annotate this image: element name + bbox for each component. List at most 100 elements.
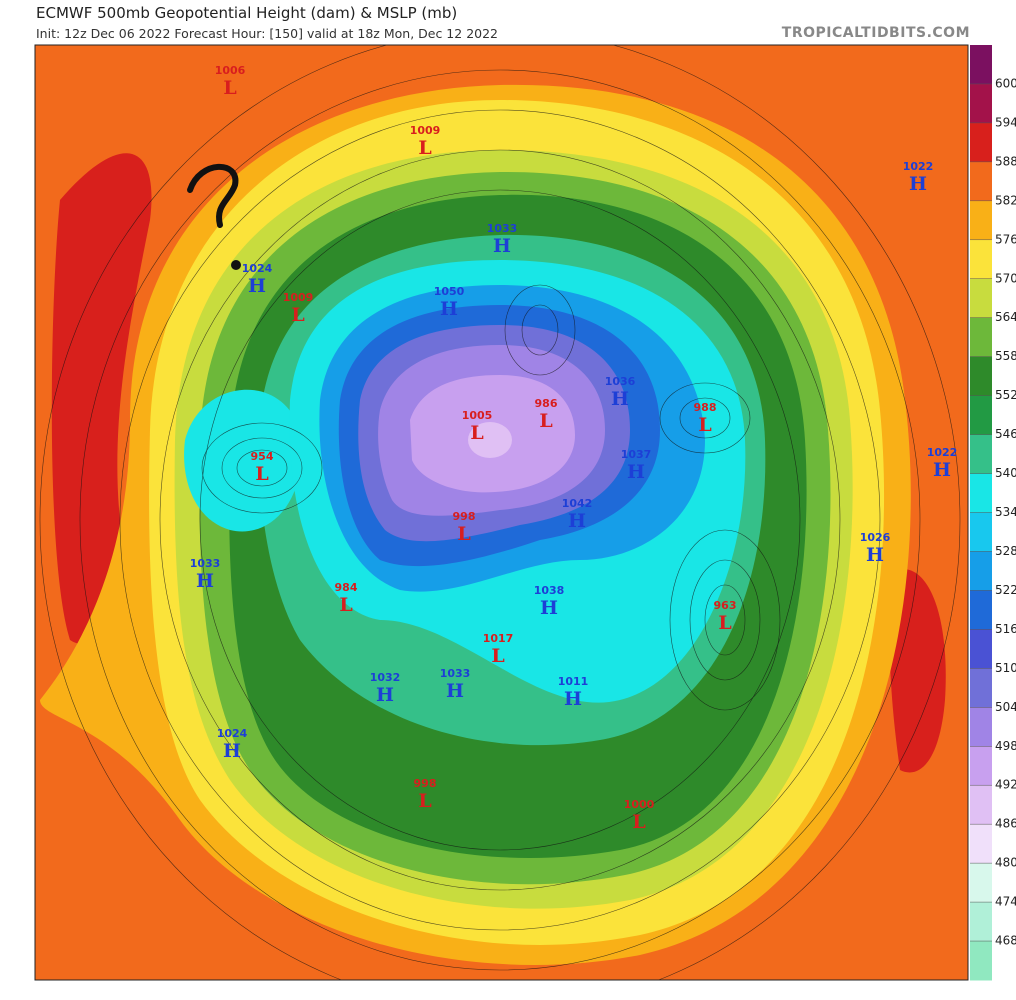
system-pressure: 986 <box>535 397 558 410</box>
system-letter: L <box>339 594 352 616</box>
colorbar-band <box>970 668 992 708</box>
colorbar-band <box>970 434 992 475</box>
colorbar-band <box>970 707 992 747</box>
colorbar-label: 486 <box>995 817 1016 831</box>
colorbar-label: 474 <box>995 895 1016 909</box>
system-pressure: 1033 <box>440 667 471 680</box>
system-pressure: 998 <box>453 510 476 523</box>
system-pressure: 1024 <box>242 262 273 275</box>
system-pressure: 1032 <box>370 671 401 684</box>
system-pressure: 1017 <box>483 632 514 645</box>
system-letter: H <box>376 684 394 706</box>
system-pressure: 1009 <box>410 124 441 137</box>
system-letter: L <box>418 790 431 812</box>
colorbar: 600 594 588 582 576 570 564 558 552 546 540 534 528 5… <box>970 45 1016 981</box>
colorbar-label: 498 <box>995 739 1016 753</box>
colorbar-label: 558 <box>995 349 1016 363</box>
system-letter: H <box>611 388 629 410</box>
colorbar-band <box>970 395 992 436</box>
colorbar-label: 564 <box>995 310 1016 324</box>
colorbar-label: 588 <box>995 154 1016 168</box>
map-border <box>34 44 969 981</box>
colorbar-label: 522 <box>995 583 1016 597</box>
system-pressure: 1006 <box>215 64 246 77</box>
colorbar-band <box>970 785 992 825</box>
system-letter: L <box>539 410 552 432</box>
system-letter: H <box>909 173 927 195</box>
colorbar-label: 546 <box>995 427 1016 441</box>
system-letter: H <box>540 597 558 619</box>
isobars <box>39 45 961 980</box>
system-pressure: 1037 <box>621 448 652 461</box>
colorbar-label: 540 <box>995 466 1016 480</box>
pressure-systems: 1006L1009L1022H1033H1024H1009L1050H986L1… <box>190 64 958 833</box>
colorbar-band <box>970 590 992 630</box>
system-pressure: 988 <box>694 401 717 414</box>
colorbar-band <box>970 941 992 981</box>
colorbar-band <box>970 317 992 358</box>
height-field <box>35 45 968 980</box>
colorbar-band <box>970 824 992 864</box>
map-title: ECMWF 500mb Geopotential Height (dam) & … <box>36 4 458 22</box>
system-pressure: 1022 <box>903 160 934 173</box>
colorbar-band <box>970 512 992 552</box>
annotation-mark <box>187 163 239 228</box>
colorbar-band <box>970 551 992 591</box>
system-letter: L <box>457 523 470 545</box>
system-letter: L <box>698 414 711 436</box>
colorbar-label: 516 <box>995 622 1016 636</box>
system-pressure: 984 <box>335 581 358 594</box>
system-pressure: 1009 <box>283 291 314 304</box>
colorbar-band <box>970 863 992 903</box>
system-letter: H <box>196 570 214 592</box>
system-pressure: 1024 <box>217 727 248 740</box>
system-pressure: 1033 <box>190 557 221 570</box>
system-pressure: 1042 <box>562 497 593 510</box>
system-pressure: 1026 <box>860 531 891 544</box>
colorbar-band <box>970 629 992 669</box>
system-pressure: 1011 <box>558 675 589 688</box>
colorbar-band <box>970 278 992 319</box>
system-letter: H <box>223 740 241 762</box>
colorbar-label: 468 <box>995 934 1016 948</box>
colorbar-label: 510 <box>995 661 1016 675</box>
system-pressure: 1005 <box>462 409 493 422</box>
system-letter: L <box>223 77 236 99</box>
system-letter: L <box>418 137 431 159</box>
system-letter: H <box>933 459 951 481</box>
system-pressure: 998 <box>414 777 437 790</box>
colorbar-label: 600 <box>995 76 1016 90</box>
colorbar-label: 576 <box>995 232 1016 246</box>
system-pressure: 963 <box>714 599 737 612</box>
colorbar-label: 534 <box>995 505 1016 519</box>
colorbar-label: 582 <box>995 193 1016 207</box>
system-letter: L <box>491 645 504 667</box>
colorbar-band <box>970 200 992 241</box>
colorbar-label: 504 <box>995 700 1016 714</box>
colorbar-label: 528 <box>995 544 1016 558</box>
colorbar-label: 480 <box>995 856 1016 870</box>
system-letter: H <box>866 544 884 566</box>
colorbar-band <box>970 356 992 397</box>
system-pressure: 1022 <box>927 446 958 459</box>
colorbar-band <box>970 45 992 85</box>
system-pressure: 1000 <box>624 798 655 811</box>
system-letter: H <box>568 510 586 532</box>
system-letter: H <box>493 235 511 257</box>
colorbar-band <box>970 122 992 163</box>
system-letter: H <box>248 275 266 297</box>
annotation-dot <box>231 260 241 270</box>
map-subtitle: Init: 12z Dec 06 2022 Forecast Hour: [15… <box>36 26 498 41</box>
colorbar-label: 552 <box>995 388 1016 402</box>
system-letter: L <box>255 463 268 485</box>
system-pressure: 1036 <box>605 375 636 388</box>
colorbar-band <box>970 746 992 786</box>
system-letter: L <box>470 422 483 444</box>
colorbar-band <box>970 473 992 513</box>
colorbar-label: 570 <box>995 271 1016 285</box>
system-pressure: 1033 <box>487 222 518 235</box>
colorbar-label: 594 <box>995 115 1016 129</box>
system-letter: L <box>718 612 731 634</box>
